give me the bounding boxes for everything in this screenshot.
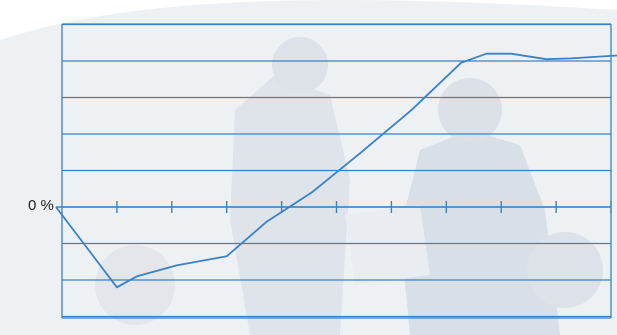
series-line-0 [55, 52, 617, 289]
x-axis [56, 201, 612, 213]
y-axis-zero-label: 0 % [28, 197, 54, 214]
series-layer [55, 52, 617, 289]
